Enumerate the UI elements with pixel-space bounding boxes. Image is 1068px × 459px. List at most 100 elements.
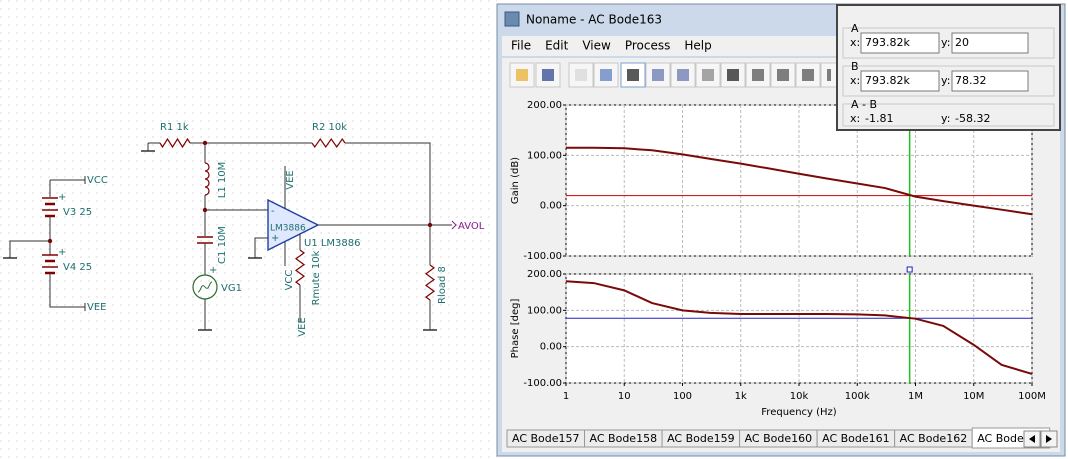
label: V4 25 xyxy=(63,262,92,273)
y-tick-label: 0.00 xyxy=(540,342,562,353)
opamp xyxy=(267,198,320,252)
x-axis-label: Frequency (Hz) xyxy=(761,407,837,418)
label: VCC xyxy=(87,175,108,186)
tab-label: AC Bode158 xyxy=(590,432,658,445)
tab-label: AC Bode159 xyxy=(667,432,735,445)
schematic xyxy=(3,137,457,331)
tool-icon xyxy=(677,69,689,81)
label: + xyxy=(209,265,217,276)
menu-item[interactable]: Help xyxy=(684,39,711,53)
label: + xyxy=(58,247,66,258)
label: + xyxy=(58,192,66,203)
tool-icon xyxy=(777,69,789,81)
x-tick-label: 100k xyxy=(845,391,870,402)
group-box xyxy=(842,65,1055,97)
wire xyxy=(49,273,85,308)
tab-label: AC Bode162 xyxy=(900,432,968,445)
label: LM3886 xyxy=(270,224,306,234)
tabs: AC Bode157 AC Bode158 AC Bode159 AC Bode160… xyxy=(506,427,1051,449)
field-value: 793.82k xyxy=(865,74,910,87)
y-tick-label: 200.00 xyxy=(527,100,562,111)
tool-button[interactable] xyxy=(745,62,771,88)
y-tick-label: 0.00 xyxy=(540,201,562,212)
tool-button[interactable] xyxy=(720,62,746,88)
tool-icon xyxy=(516,69,528,81)
x-tick-label: 10M xyxy=(963,391,984,402)
x-tick-label: 1k xyxy=(735,391,747,402)
menu-item[interactable]: Process xyxy=(625,39,671,53)
tool-icon xyxy=(752,69,764,81)
tool-icon xyxy=(542,69,554,81)
window-title: Noname - AC Bode163 xyxy=(526,13,662,27)
label: VEE xyxy=(87,302,106,313)
toolbar-buttons xyxy=(509,62,838,88)
label: - xyxy=(271,206,275,217)
tool-icon xyxy=(702,69,714,81)
field-value: -58.32 xyxy=(955,112,990,125)
label: C1 10M xyxy=(217,226,228,264)
label: VCC xyxy=(284,270,295,291)
arrow xyxy=(1029,435,1035,443)
terminal xyxy=(451,220,457,230)
field-value: 78.32 xyxy=(955,74,987,87)
x-tick-label: 1M xyxy=(908,391,923,402)
field-label: x: xyxy=(850,36,860,49)
label: Rload 8 xyxy=(437,266,448,304)
inductor xyxy=(204,162,210,196)
tool-icon xyxy=(627,69,639,81)
menu-item[interactable]: File xyxy=(511,39,531,53)
input[interactable] xyxy=(951,70,1029,92)
label: + xyxy=(271,233,279,244)
input[interactable] xyxy=(860,32,940,54)
group-box xyxy=(842,27,1055,59)
field-label: y: xyxy=(941,36,950,49)
tool-icon xyxy=(802,69,814,81)
tool-icon xyxy=(727,69,739,81)
y-tick-label: -100.00 xyxy=(523,251,562,262)
label: AVOL xyxy=(458,221,485,232)
tool-icon xyxy=(827,69,831,81)
tool-button[interactable] xyxy=(670,62,696,88)
label: L1 10M xyxy=(217,162,228,198)
label: U1 LM3886 xyxy=(304,238,361,249)
resistor xyxy=(424,264,436,301)
field-label: x: xyxy=(850,74,860,87)
curve xyxy=(565,280,1033,375)
label: VEE xyxy=(297,317,308,336)
tab-label: AC Bode161 xyxy=(822,432,890,445)
y-axis-label: Gain (dB) xyxy=(510,157,521,204)
x-tick-label: 10k xyxy=(790,391,809,402)
cursor-handle[interactable] xyxy=(906,266,913,273)
input[interactable] xyxy=(860,70,940,92)
field-value: -1.81 xyxy=(865,112,893,125)
x-tick-label: 100M xyxy=(1018,391,1046,402)
label: Rmute 10k xyxy=(311,250,322,305)
menu-item[interactable]: Edit xyxy=(545,39,569,53)
cursor-panel xyxy=(836,4,1061,131)
field-label: y: xyxy=(941,74,950,87)
y-tick-label: 100.00 xyxy=(527,150,562,161)
group-title: A xyxy=(851,22,859,35)
y-axis-label: Phase [deg] xyxy=(510,299,521,359)
menu: File Edit View Process Help xyxy=(511,39,712,53)
x-tick-label: 10 xyxy=(618,391,631,402)
wire xyxy=(9,240,50,250)
field-label: y: xyxy=(941,112,950,125)
tool-icon xyxy=(600,69,612,81)
resistor xyxy=(294,249,306,286)
resistor xyxy=(159,137,191,149)
wire xyxy=(345,142,431,225)
menu-item[interactable]: View xyxy=(582,39,611,53)
tool-icon xyxy=(575,69,587,81)
source-wave xyxy=(197,281,213,293)
group-title: B xyxy=(851,60,859,73)
y-tick-label: -100.00 xyxy=(523,378,562,389)
y-tick-label: 100.00 xyxy=(527,305,562,316)
field-value: 20 xyxy=(955,36,969,49)
resistor xyxy=(311,137,346,149)
input[interactable] xyxy=(951,32,1029,54)
schematic-canvas[interactable] xyxy=(0,0,497,459)
arrow xyxy=(1046,435,1052,443)
